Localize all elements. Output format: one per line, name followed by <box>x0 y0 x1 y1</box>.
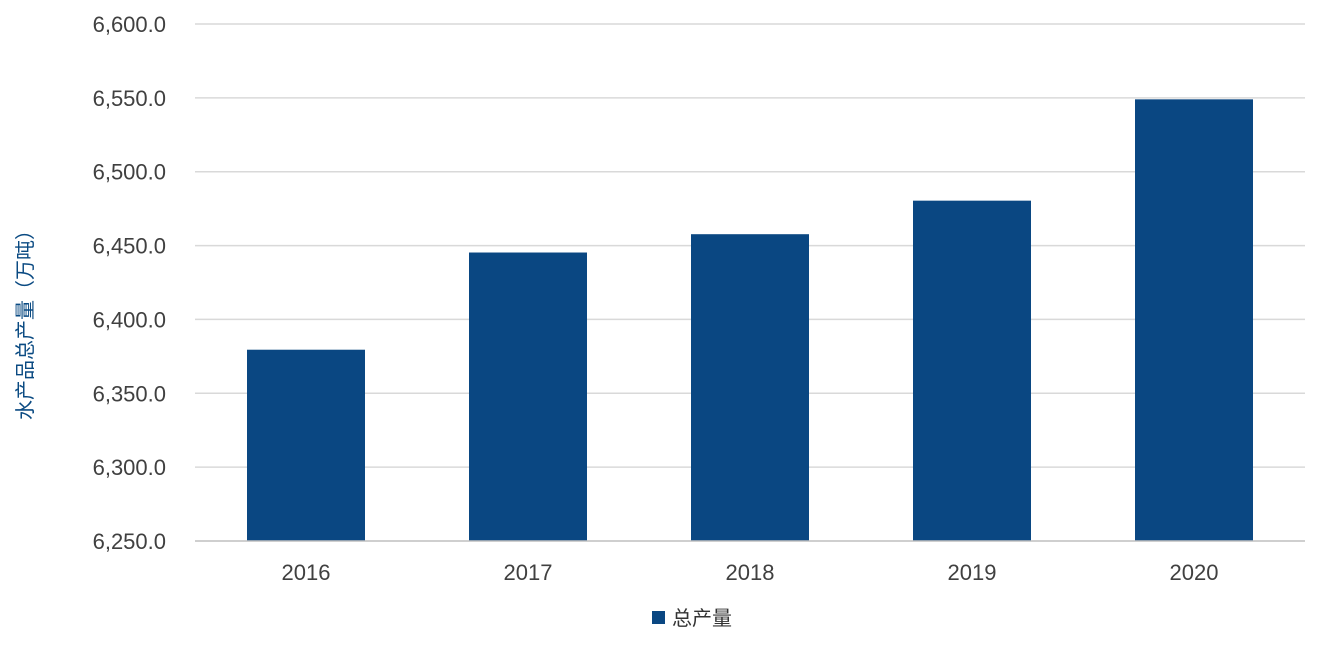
bar-2020 <box>1135 99 1253 541</box>
x-tick-label: 2020 <box>1170 560 1219 585</box>
y-axis-ticks: 6,600.0 6,550.0 6,500.0 6,450.0 6,400.0 6,350… <box>93 12 166 554</box>
bar-2017 <box>469 252 587 542</box>
y-tick-label: 6,450.0 <box>93 234 166 259</box>
bar-2016 <box>247 349 365 541</box>
x-axis-ticks: 2016 2017 2018 2019 2020 <box>282 560 1219 585</box>
bar-2018 <box>691 234 809 541</box>
bars <box>247 99 1253 542</box>
x-tick-label: 2019 <box>948 560 997 585</box>
y-tick-label: 6,400.0 <box>93 307 166 332</box>
y-tick-label: 6,600.0 <box>93 12 166 37</box>
y-tick-label: 6,550.0 <box>93 86 166 111</box>
bar-2019 <box>913 200 1031 541</box>
y-tick-label: 6,500.0 <box>93 160 166 185</box>
legend-label: 总产量 <box>672 606 732 630</box>
y-tick-label: 6,250.0 <box>93 529 166 554</box>
x-tick-label: 2018 <box>726 560 775 585</box>
x-tick-label: 2017 <box>504 560 553 585</box>
legend: 总产量 <box>652 606 732 630</box>
y-tick-label: 6,300.0 <box>93 455 166 480</box>
legend-swatch <box>652 611 665 624</box>
y-tick-label: 6,350.0 <box>93 381 166 406</box>
x-tick-label: 2016 <box>282 560 331 585</box>
y-axis-label: 水产品总产量（万吨） <box>13 220 37 420</box>
